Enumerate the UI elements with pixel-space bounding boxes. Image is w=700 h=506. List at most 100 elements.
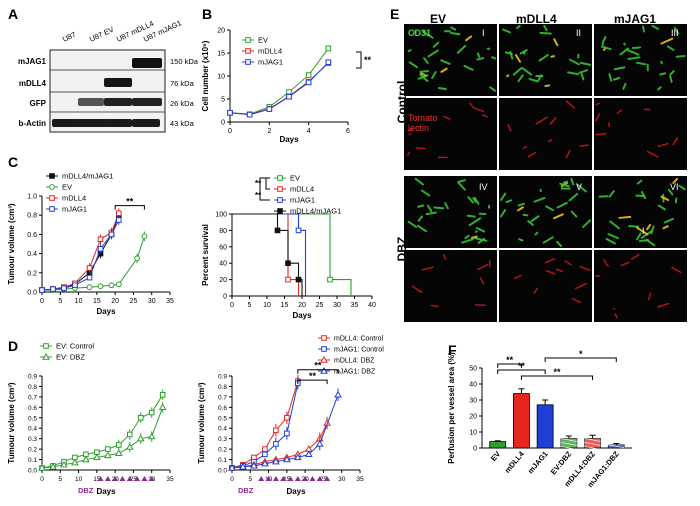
data-point: [326, 60, 331, 65]
panel-label-b: B: [202, 6, 212, 22]
y-tick-label: 15: [217, 51, 225, 58]
dbz-arrow: [273, 476, 279, 481]
data-point: [278, 176, 283, 181]
x-tick-label: 0: [230, 302, 234, 309]
blot-row-label: b-Actin: [18, 119, 46, 128]
data-point: [278, 209, 283, 214]
significance-label: **: [553, 367, 561, 377]
x-tick-label: 10: [75, 298, 83, 305]
data-point: [317, 441, 323, 446]
x-tick-label: 35: [351, 302, 359, 309]
y-tick-label: 0.9: [28, 374, 37, 381]
data-point: [87, 275, 92, 280]
x-tick-label: 0: [40, 476, 44, 483]
vessel-stain: [507, 75, 508, 76]
data-point: [267, 107, 272, 112]
data-point: [98, 247, 103, 252]
data-point: [285, 431, 290, 436]
micrograph-tile: [499, 98, 592, 170]
stain-label-tomato: Tomato: [408, 113, 438, 123]
vessel-stain: [677, 56, 685, 57]
y-tick-label: 0: [473, 446, 477, 453]
y-tick-label: 0.5: [218, 415, 227, 422]
x-axis-label: Days: [279, 135, 299, 144]
tag-iv: IV: [479, 182, 488, 192]
data-point: [51, 287, 56, 292]
tumour-volume-chart-d-notch: 051015202530350.00.10.20.30.40.50.60.70.…: [190, 330, 386, 501]
vessel-stain: [545, 85, 549, 86]
band-actin: [78, 119, 106, 127]
y-tick-label: 0.4: [27, 251, 37, 258]
dbz-arrow: [105, 476, 111, 481]
dbz-arrow: [258, 476, 264, 481]
legend-label: mDLL4: DBZ: [334, 358, 375, 365]
x-tick-label: 0: [228, 128, 232, 135]
x-tick-label: 15: [93, 298, 101, 305]
data-point: [50, 185, 55, 190]
legend-label: EV: [290, 174, 300, 183]
x-tick-label: 40: [368, 302, 376, 309]
data-point: [246, 38, 251, 43]
vessel-stain: [633, 47, 640, 48]
panel-d: D 051015202530350.00.10.20.30.40.50.60.7…: [0, 330, 386, 501]
vessel-stain: [420, 71, 428, 72]
y-axis-label: Tumour volume (cm³): [7, 382, 16, 464]
y-tick-label: 0.8: [28, 384, 37, 391]
x-tick-label: 5: [248, 476, 252, 483]
data-point: [117, 211, 122, 216]
y-tick-label: 50: [469, 366, 477, 373]
x-tick-label: 30: [148, 298, 156, 305]
data-point: [40, 288, 45, 293]
y-tick-label: 0.9: [218, 374, 227, 381]
vessel-stain: [523, 215, 527, 216]
vessel-stain: [629, 226, 638, 227]
significance-label: *: [579, 349, 583, 359]
tag-i: I: [482, 28, 485, 38]
series-line: [232, 214, 302, 296]
band-gfp-mjag1: [132, 98, 162, 106]
series-line: [230, 63, 328, 115]
x-tick-label: 25: [316, 302, 324, 309]
panel-label-f: F: [448, 342, 457, 358]
y-tick-label: 0.0: [27, 290, 37, 297]
x-tick-label: 30: [338, 476, 346, 483]
vessel-stain: [492, 57, 495, 58]
data-point: [109, 232, 114, 237]
y-axis-label: Perfusion per vessel area (%): [447, 352, 456, 464]
micrograph-tile: [499, 250, 592, 322]
series-line: [230, 62, 328, 114]
data-point: [135, 256, 140, 261]
legend-label: mDLL4/mJAG1: [290, 207, 341, 216]
legend-label: EV: [62, 183, 72, 192]
data-point: [87, 266, 92, 271]
x-tick-label: mJAG1: [526, 450, 550, 476]
y-tick-label: 0.3: [28, 436, 37, 443]
band-actin: [132, 119, 160, 127]
y-tick-label: 0.6: [28, 405, 37, 412]
data-point: [247, 112, 252, 117]
y-tick-label: 60: [219, 244, 227, 251]
data-point: [286, 261, 291, 266]
data-point: [127, 432, 132, 437]
x-tick-label: 4: [307, 128, 311, 135]
band-actin: [104, 119, 132, 127]
significance-bracket: [356, 52, 361, 68]
x-tick-label: 5: [248, 302, 252, 309]
y-tick-label: 40: [219, 261, 227, 268]
vessel-stain: [564, 182, 567, 183]
data-point: [50, 174, 55, 179]
vessel-stain: [619, 217, 630, 218]
y-tick-label: 0: [221, 120, 225, 127]
blot-row-label: mDLL4: [19, 79, 47, 88]
blot-kda-label: 43 kDa: [170, 119, 195, 128]
vessel-stain: [519, 239, 522, 240]
data-point: [160, 393, 165, 398]
x-tick-label: 10: [75, 476, 83, 483]
tag-ii: II: [576, 28, 581, 38]
data-point: [138, 415, 143, 420]
vessel-stain: [551, 56, 554, 57]
